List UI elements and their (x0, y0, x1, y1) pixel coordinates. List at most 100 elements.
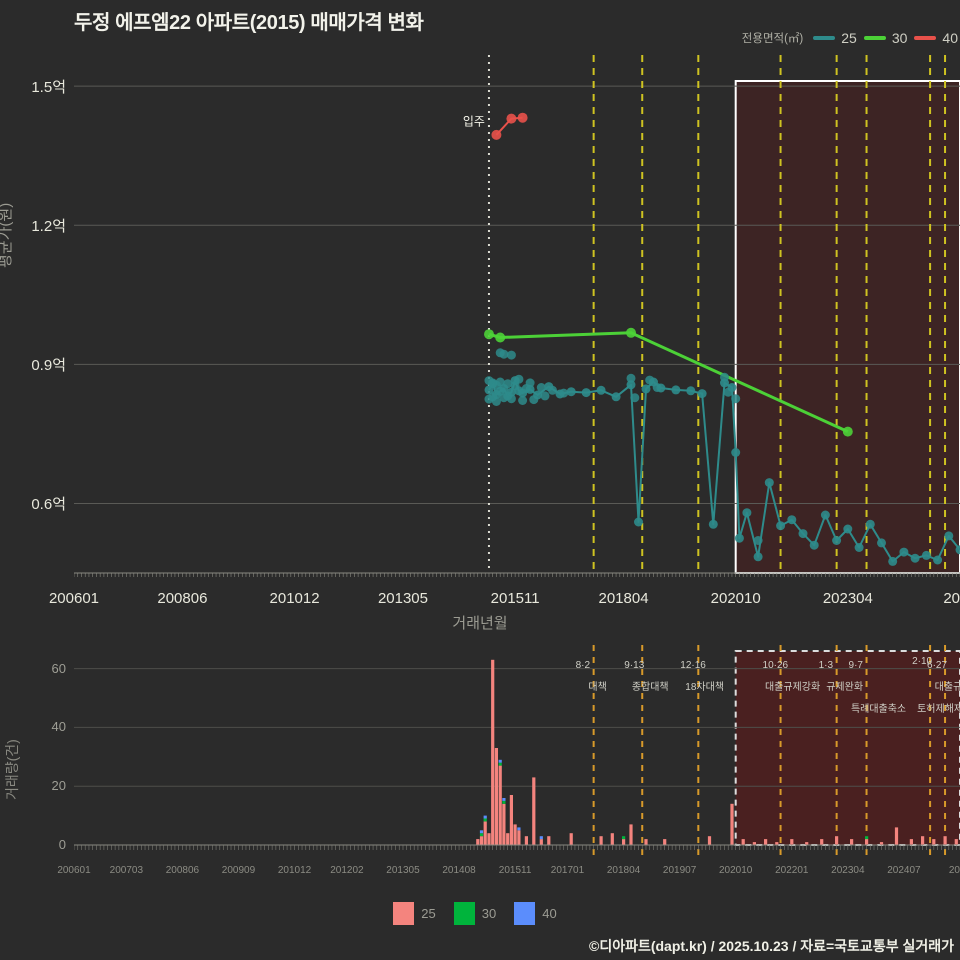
volume-bar-40 (483, 815, 487, 819)
data-point-25 (548, 385, 557, 395)
volume-chart[interactable] (73, 645, 960, 855)
data-point-25 (626, 373, 636, 383)
volume-bar-30 (498, 762, 502, 766)
volume-bar-30 (622, 836, 626, 840)
data-point-30 (495, 332, 506, 343)
data-point-25 (697, 389, 707, 399)
volume-bar-25 (622, 839, 626, 845)
volume-bar-25 (517, 830, 521, 845)
legend-bottom-item-25[interactable]: 25 (393, 902, 436, 925)
data-point-25 (510, 381, 520, 391)
data-point-25 (820, 510, 830, 520)
volume-bar-25 (644, 839, 648, 845)
highlight-region (734, 80, 960, 574)
volume-bar-25 (835, 836, 839, 845)
price-chart[interactable]: 입주 (74, 55, 960, 585)
data-point-25 (536, 383, 546, 392)
volume-bar-25 (479, 836, 484, 845)
data-point-25 (518, 396, 528, 405)
price-xtick-4: 201511 (490, 590, 540, 607)
policy-annotation-date-2: 12·16 (680, 660, 706, 671)
legend-area-volume: 25 30 40 (0, 902, 960, 925)
policy-annotation-date-6: 6·27 (927, 660, 948, 671)
legend-title: 전용면적(㎡) (741, 33, 804, 45)
price-xtick-7: 202304 (822, 590, 873, 607)
legend-bottom-label-40: 40 (542, 906, 557, 921)
data-point-25 (514, 374, 524, 384)
footer-credit: ©디아파트(dapt.kr) / 2025.10.23 / 자료=국토교통부 실… (589, 938, 954, 954)
volume-bar-25 (707, 836, 712, 845)
data-point-25 (854, 543, 864, 552)
data-point-25 (921, 550, 931, 560)
data-point-25 (734, 533, 744, 543)
page-title: 두정 에프엠22 아파트(2015) 매매가격 변화 (74, 12, 424, 34)
data-point-25 (506, 394, 516, 404)
legend-bottom-item-30[interactable]: 30 (453, 902, 497, 925)
volume-bar-30 (483, 818, 487, 822)
policy-annotation-name-2: 18차대책 (685, 682, 725, 693)
volume-xtick-12: 202010 (719, 865, 753, 876)
legend-bottom-item-40[interactable]: 40 (514, 902, 557, 925)
data-point-25 (731, 448, 741, 457)
volume-bar-25 (491, 659, 495, 845)
data-point-25 (611, 392, 621, 402)
legend-bottom-label-30: 30 (481, 906, 497, 921)
policy-annotation-date-1: 9·13 (624, 660, 645, 671)
volume-xtick-5: 201202 (330, 865, 364, 876)
volume-ytick-2: 40 (51, 719, 66, 735)
policy-annotation-name-0: 대책 (588, 682, 607, 693)
policy-annotation-name-1: 종합대책 (631, 682, 669, 693)
legend-item-40[interactable]: 40 (914, 30, 958, 46)
legend-bottom-swatch-30 (453, 902, 475, 925)
volume-bar-30 (479, 833, 484, 837)
data-point-25 (742, 508, 752, 518)
volume-bar-25 (487, 833, 491, 845)
data-point-40 (517, 112, 528, 123)
price-xtick-2: 201012 (269, 590, 320, 607)
data-point-30 (626, 327, 636, 338)
volume-bar-25 (663, 839, 667, 845)
volume-bar-25 (498, 765, 502, 845)
data-point-25 (503, 379, 513, 389)
policy-annotation-date-4: 1·3 (818, 660, 834, 671)
volume-chart-canvas (73, 645, 960, 855)
data-point-25 (787, 515, 797, 525)
volume-xtick-0: 200601 (57, 865, 91, 876)
volume-bar-25 (569, 833, 573, 845)
series-line-30 (488, 331, 849, 433)
volume-xtick-7: 201408 (442, 865, 476, 876)
data-point-25 (540, 391, 550, 401)
data-point-25 (581, 388, 591, 398)
data-point-25 (686, 386, 696, 396)
data-point-25 (832, 536, 842, 545)
data-point-25 (933, 555, 943, 565)
volume-bar-25 (894, 827, 899, 845)
data-point-25 (596, 385, 606, 395)
volume-bar-25 (775, 842, 779, 845)
volume-bar-40 (539, 836, 543, 840)
volume-ytick-1: 20 (51, 778, 66, 794)
volume-bar-25 (730, 803, 734, 845)
data-point-25 (626, 380, 636, 390)
legend-label-40: 40 (942, 30, 958, 46)
data-point-25 (630, 393, 640, 403)
policy-annotation-date-0: 8·2 (575, 660, 591, 671)
policy-annotation-name-4: 규제완화 (826, 682, 864, 693)
volume-bar-25 (921, 836, 925, 845)
volume-bar-25 (483, 821, 487, 845)
volume-xtick-2: 200806 (165, 865, 200, 876)
legend-item-25[interactable]: 25 (813, 30, 857, 46)
volume-xtick-3: 200909 (221, 865, 256, 876)
data-point-25 (877, 538, 886, 548)
policy-annotation-date-5: 9·7 (848, 660, 863, 671)
volume-xtick-10: 201804 (606, 865, 641, 876)
data-point-25 (723, 387, 733, 397)
legend-area-size: 전용면적(㎡) 25 30 40 (742, 30, 958, 46)
legend-bottom-swatch-40 (514, 902, 536, 925)
data-point-25 (944, 531, 954, 541)
data-point-25 (506, 350, 516, 360)
legend-label-30: 30 (891, 30, 908, 46)
data-point-25 (798, 529, 808, 539)
volume-bar-40 (502, 798, 506, 801)
legend-item-30[interactable]: 30 (863, 30, 908, 46)
